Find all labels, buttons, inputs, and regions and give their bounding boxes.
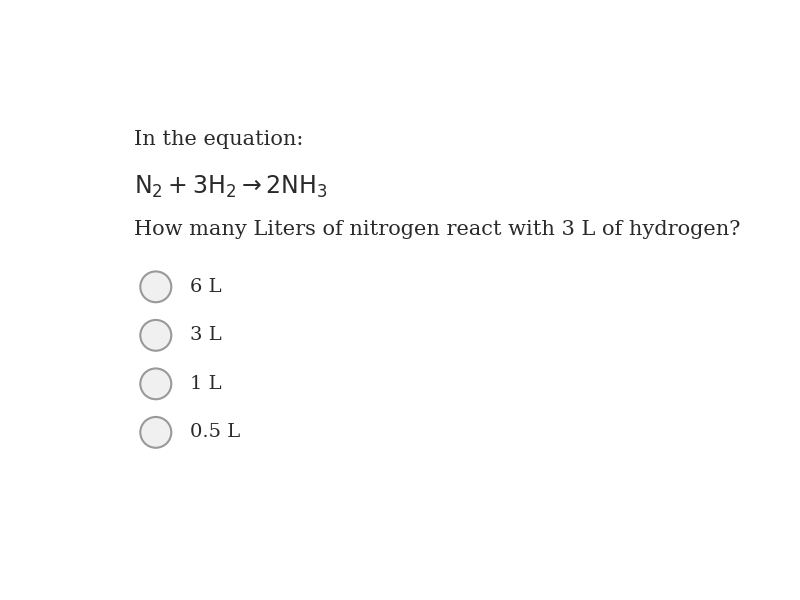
Ellipse shape	[140, 320, 171, 351]
Text: In the equation:: In the equation:	[134, 130, 303, 149]
Ellipse shape	[140, 417, 171, 448]
Text: How many Liters of nitrogen react with 3 L of hydrogen?: How many Liters of nitrogen react with 3…	[134, 220, 741, 239]
Ellipse shape	[140, 271, 171, 302]
Text: $\mathrm{N_2 + 3H_2 \rightarrow 2NH_3}$: $\mathrm{N_2 + 3H_2 \rightarrow 2NH_3}$	[134, 173, 327, 200]
Ellipse shape	[140, 368, 171, 399]
Text: 6 L: 6 L	[190, 278, 222, 296]
Text: 1 L: 1 L	[190, 375, 222, 393]
Text: 3 L: 3 L	[190, 326, 222, 344]
Text: 0.5 L: 0.5 L	[190, 424, 240, 442]
